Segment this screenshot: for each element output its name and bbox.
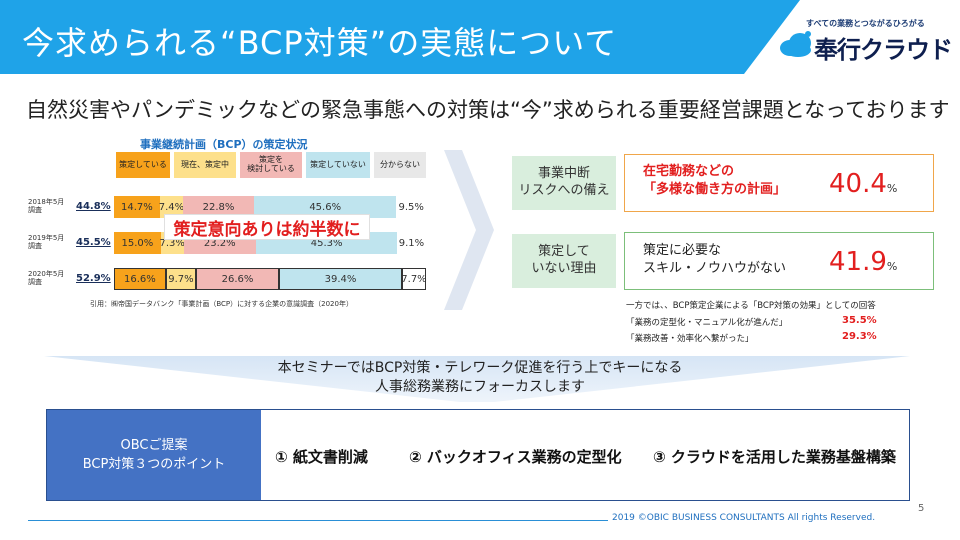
reason-value: 41.9%: [829, 247, 898, 277]
chart-legend: 策定している 現在、策定中 策定を 検討している 策定していない 分からない: [116, 152, 426, 178]
legend-item: 分からない: [374, 152, 426, 178]
bar-segment: 22.8%: [182, 196, 255, 218]
year-label: 2019年5月調査: [28, 234, 65, 251]
cloud-icon: [780, 31, 811, 57]
bar-segment: 9.5%: [396, 196, 426, 218]
year-label: 2018年5月調査: [28, 198, 65, 215]
bar-segment: 45.6%: [254, 196, 397, 218]
copyright: 2019 ©OBIC BUSINESS CONSULTANTS All righ…: [612, 513, 876, 523]
bar-segment: 9.7%: [165, 268, 197, 290]
effect-item-value: 29.3%: [842, 331, 877, 342]
page-number: 5: [918, 503, 925, 514]
risk-box: 在宅勤務などの 「多様な働き方の計画」 40.4%: [624, 154, 934, 212]
bar-segment: 15.0%: [114, 232, 161, 254]
chevron-right-icon: [444, 150, 494, 310]
logo: すべての業務とつながるひろがる 奉行クラウド: [778, 18, 953, 64]
effect-item-label: 「業務改善・効率化へ繋がった」: [626, 334, 754, 344]
proposal-label: OBCご提案 BCP対策３つのポイント: [47, 410, 261, 500]
bar-segment: 26.6%: [196, 268, 280, 290]
bar-segment: 9.1%: [397, 232, 426, 254]
logo-tagline: すべての業務とつながるひろがる: [806, 19, 925, 28]
headline: 自然災害やパンデミックなどの緊急事態への対策は“今”求められる重要経営課題となっ…: [26, 98, 950, 122]
bar-segment: 7.7%: [401, 268, 427, 290]
bar-segment: 7.4%: [159, 196, 184, 218]
risk-value: 40.4%: [829, 169, 898, 199]
proposal-box: OBCご提案 BCP対策３つのポイント ① 紙文書削減 ② バックオフィス業務の…: [46, 409, 910, 501]
effect-item-value: 35.5%: [842, 315, 877, 326]
bar-row: 14.7% 7.4% 22.8% 45.6% 9.5%: [114, 196, 426, 218]
legend-item: 策定している: [116, 152, 170, 178]
legend-item: 現在、策定中: [174, 152, 236, 178]
point-3: ③ クラウドを活用した業務基盤構築: [653, 448, 896, 466]
bar-segment: 14.7%: [114, 196, 160, 218]
focus-banner-text: 本セミナーではBCP対策・テレワーク促進を行う上でキーになる 人事総務業務にフォ…: [277, 360, 683, 395]
reason-text: 策定に必要な スキル・ノウハウがない: [643, 243, 787, 276]
reason-box: 策定に必要な スキル・ノウハウがない 41.9%: [624, 232, 934, 290]
risk-label: 事業中断 リスクへの備え: [512, 156, 616, 210]
bar-row: 16.6% 9.7% 26.6% 39.4% 7.7%: [114, 268, 427, 290]
bar-segment: 39.4%: [279, 268, 402, 290]
effect-note: 一方では、、BCP策定企業による「BCP対策の効果」としての回答: [626, 301, 876, 311]
risk-text: 在宅勤務などの 「多様な働き方の計画」: [643, 164, 787, 197]
chart-title: 事業継続計画（BCP）の策定状況: [140, 138, 308, 151]
legend-item: 策定していない: [306, 152, 370, 178]
chart-callout: 策定意向ありは約半数に: [164, 214, 370, 240]
point-2: ② バックオフィス業務の定型化: [409, 448, 622, 466]
total-value: 44.8%: [76, 201, 111, 212]
year-label: 2020年5月調査: [28, 270, 65, 287]
footer-line: [28, 520, 608, 521]
effect-item-label: 「業務の定型化・マニュアル化が進んだ」: [626, 318, 788, 328]
reason-label: 策定して いない理由: [512, 234, 616, 288]
total-value: 52.9%: [76, 273, 111, 284]
chart-citation: 引用：㈱帝国データバンク「事業計画（BCP）に対する企業の意識調査（2020年）: [90, 300, 353, 308]
bar-segment: 16.6%: [114, 268, 166, 290]
page-title: 今求められる“BCP対策”の実態について: [22, 24, 618, 62]
logo-text: 奉行クラウド: [814, 36, 953, 64]
point-1: ① 紙文書削減: [275, 448, 368, 466]
legend-item: 策定を 検討している: [240, 152, 302, 178]
total-value: 45.5%: [76, 237, 111, 248]
header-band: [0, 0, 800, 74]
